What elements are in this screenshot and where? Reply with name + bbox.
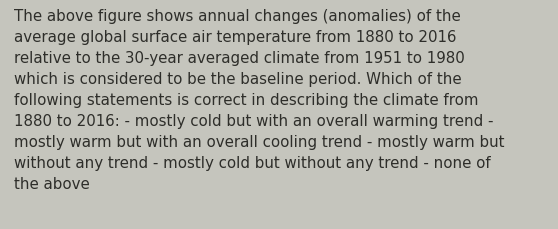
Text: The above figure shows annual changes (anomalies) of the
average global surface : The above figure shows annual changes (a… — [14, 9, 504, 191]
